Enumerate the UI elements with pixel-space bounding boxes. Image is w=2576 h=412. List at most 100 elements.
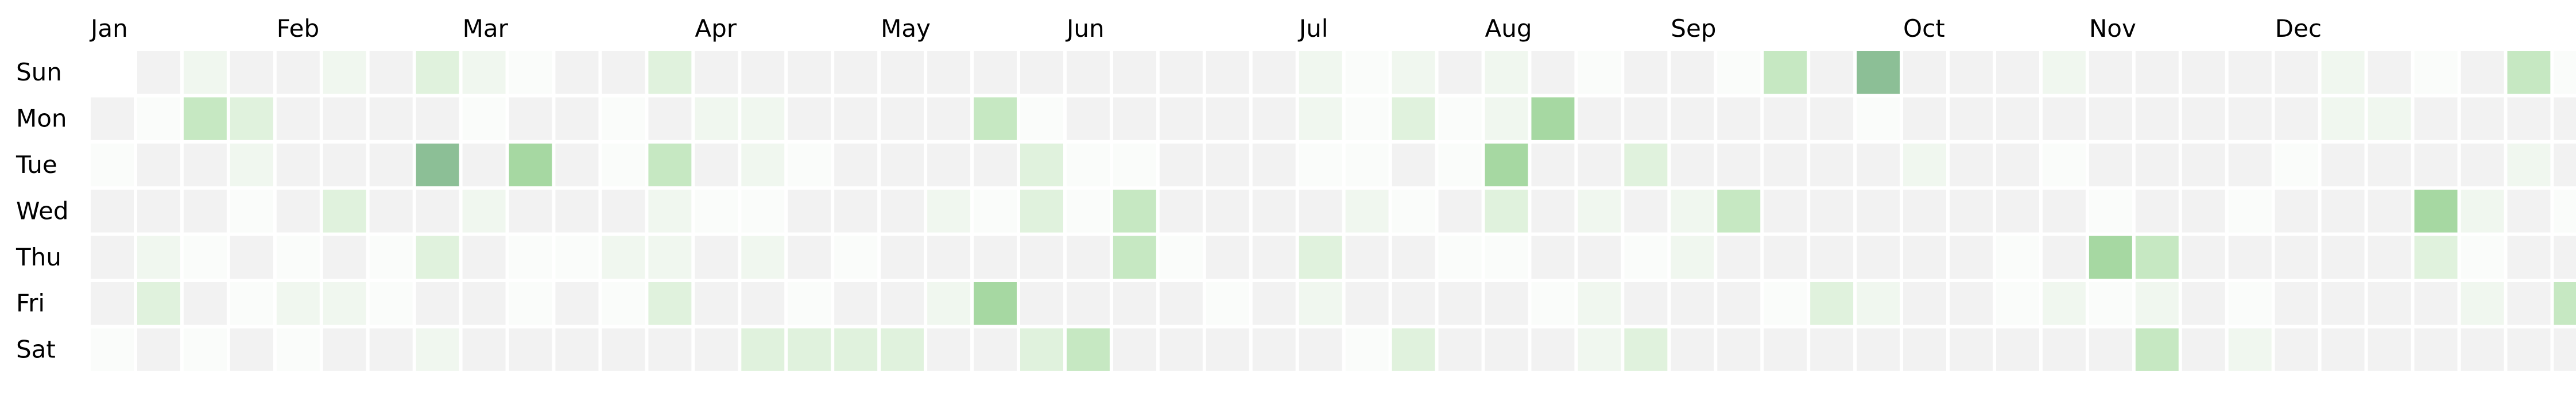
heatmap-cell: [2135, 282, 2179, 325]
heatmap-cell: [2414, 236, 2458, 279]
heatmap-cell: [1624, 51, 1668, 94]
heatmap-cell: [2182, 236, 2225, 279]
heatmap-cell: [788, 51, 831, 94]
heatmap-cell: [1113, 236, 1156, 279]
heatmap-cell: [2135, 190, 2179, 233]
heatmap-cell: [230, 236, 273, 279]
heatmap-cell: [1950, 328, 1993, 371]
heatmap-cell: [1485, 51, 1528, 94]
heatmap-cell: [2414, 282, 2458, 325]
heatmap-cell: [1252, 97, 1296, 140]
heatmap-cell: [927, 97, 971, 140]
heatmap-cell: [834, 51, 878, 94]
heatmap-cell: [1206, 97, 1249, 140]
heatmap-cell: [695, 143, 738, 187]
heatmap-cell: [462, 51, 506, 94]
heatmap-cell: [230, 143, 273, 187]
heatmap-cell: [741, 236, 785, 279]
heatmap-cell: [788, 282, 831, 325]
heatmap-cell: [230, 328, 273, 371]
day-label: Mon: [16, 105, 67, 133]
heatmap-cell: [2461, 236, 2504, 279]
heatmap-cell: [2042, 236, 2086, 279]
heatmap-cell: [555, 236, 599, 279]
month-label: Oct: [1903, 14, 1945, 43]
heatmap-cell: [1345, 236, 1389, 279]
heatmap-cell: [1299, 97, 1342, 140]
heatmap-cell: [2275, 143, 2318, 187]
heatmap-cell: [2042, 282, 2086, 325]
heatmap-cell: [462, 143, 506, 187]
heatmap-cell: [1624, 328, 1668, 371]
heatmap-cell: [1578, 282, 1621, 325]
heatmap-cell: [2228, 282, 2272, 325]
heatmap-cell: [648, 190, 692, 233]
heatmap-cell: [2275, 51, 2318, 94]
heatmap-cell: [1113, 282, 1156, 325]
month-label: Mar: [463, 14, 509, 43]
heatmap-cell: [602, 236, 645, 279]
heatmap-cell: [1159, 236, 1203, 279]
heatmap-cell: [974, 236, 1017, 279]
heatmap-cell: [1624, 282, 1668, 325]
heatmap-cell: [555, 328, 599, 371]
heatmap-cell: [2321, 328, 2365, 371]
heatmap-cell: [509, 190, 552, 233]
heatmap-cell: [1438, 143, 1482, 187]
heatmap-cell: [2275, 328, 2318, 371]
heatmap-cell: [276, 236, 320, 279]
heatmap-cell: [555, 97, 599, 140]
heatmap-cell: [1996, 51, 2039, 94]
heatmap-cell: [2414, 51, 2458, 94]
heatmap-cell: [2182, 282, 2225, 325]
heatmap-cell: [602, 143, 645, 187]
heatmap-cell: [1020, 97, 1063, 140]
heatmap-cell: [183, 328, 227, 371]
heatmap-cell: [1996, 190, 2039, 233]
heatmap-cell: [1578, 328, 1621, 371]
day-label: Sun: [16, 58, 62, 86]
heatmap-cell: [1996, 236, 2039, 279]
heatmap-cell: [369, 328, 413, 371]
heatmap-cell: [881, 328, 924, 371]
heatmap-cell: [1950, 51, 1993, 94]
heatmap-cell: [1345, 328, 1389, 371]
heatmap-cell: [927, 236, 971, 279]
heatmap-cell: [1392, 282, 1435, 325]
heatmap-cell: [2507, 236, 2551, 279]
heatmap-cell: [2042, 328, 2086, 371]
heatmap-cell: [323, 97, 366, 140]
heatmap-cell: [1252, 282, 1296, 325]
heatmap-cell: [881, 143, 924, 187]
heatmap-cell: [1206, 51, 1249, 94]
heatmap-cell: [1950, 190, 1993, 233]
heatmap-cell: [91, 143, 134, 187]
heatmap-cell: [91, 282, 134, 325]
heatmap-cell: [602, 51, 645, 94]
heatmap-cell: [137, 282, 180, 325]
heatmap-cell: [2507, 190, 2551, 233]
heatmap-cell: [1531, 328, 1575, 371]
heatmap-cell: [2368, 328, 2411, 371]
heatmap-cell: [1624, 143, 1668, 187]
heatmap-cell: [2089, 328, 2132, 371]
heatmap-cell: [2275, 190, 2318, 233]
heatmap-cell: [974, 328, 1017, 371]
heatmap-cell: [183, 97, 227, 140]
heatmap-cell: [1299, 282, 1342, 325]
heatmap-cell: [881, 236, 924, 279]
heatmap-cell: [1624, 236, 1668, 279]
heatmap-cell: [834, 190, 878, 233]
heatmap-cell: [2321, 143, 2365, 187]
heatmap-cell: [1531, 51, 1575, 94]
heatmap-cell: [1810, 190, 1854, 233]
heatmap-cell: [1764, 51, 1807, 94]
heatmap-cell: [648, 143, 692, 187]
heatmap-cell: [741, 143, 785, 187]
heatmap-cell: [1345, 282, 1389, 325]
heatmap-cell: [416, 143, 459, 187]
heatmap-cell: [1531, 190, 1575, 233]
heatmap-cell: [1485, 282, 1528, 325]
heatmap-cell: [2554, 190, 2576, 233]
heatmap-cell: [2414, 328, 2458, 371]
